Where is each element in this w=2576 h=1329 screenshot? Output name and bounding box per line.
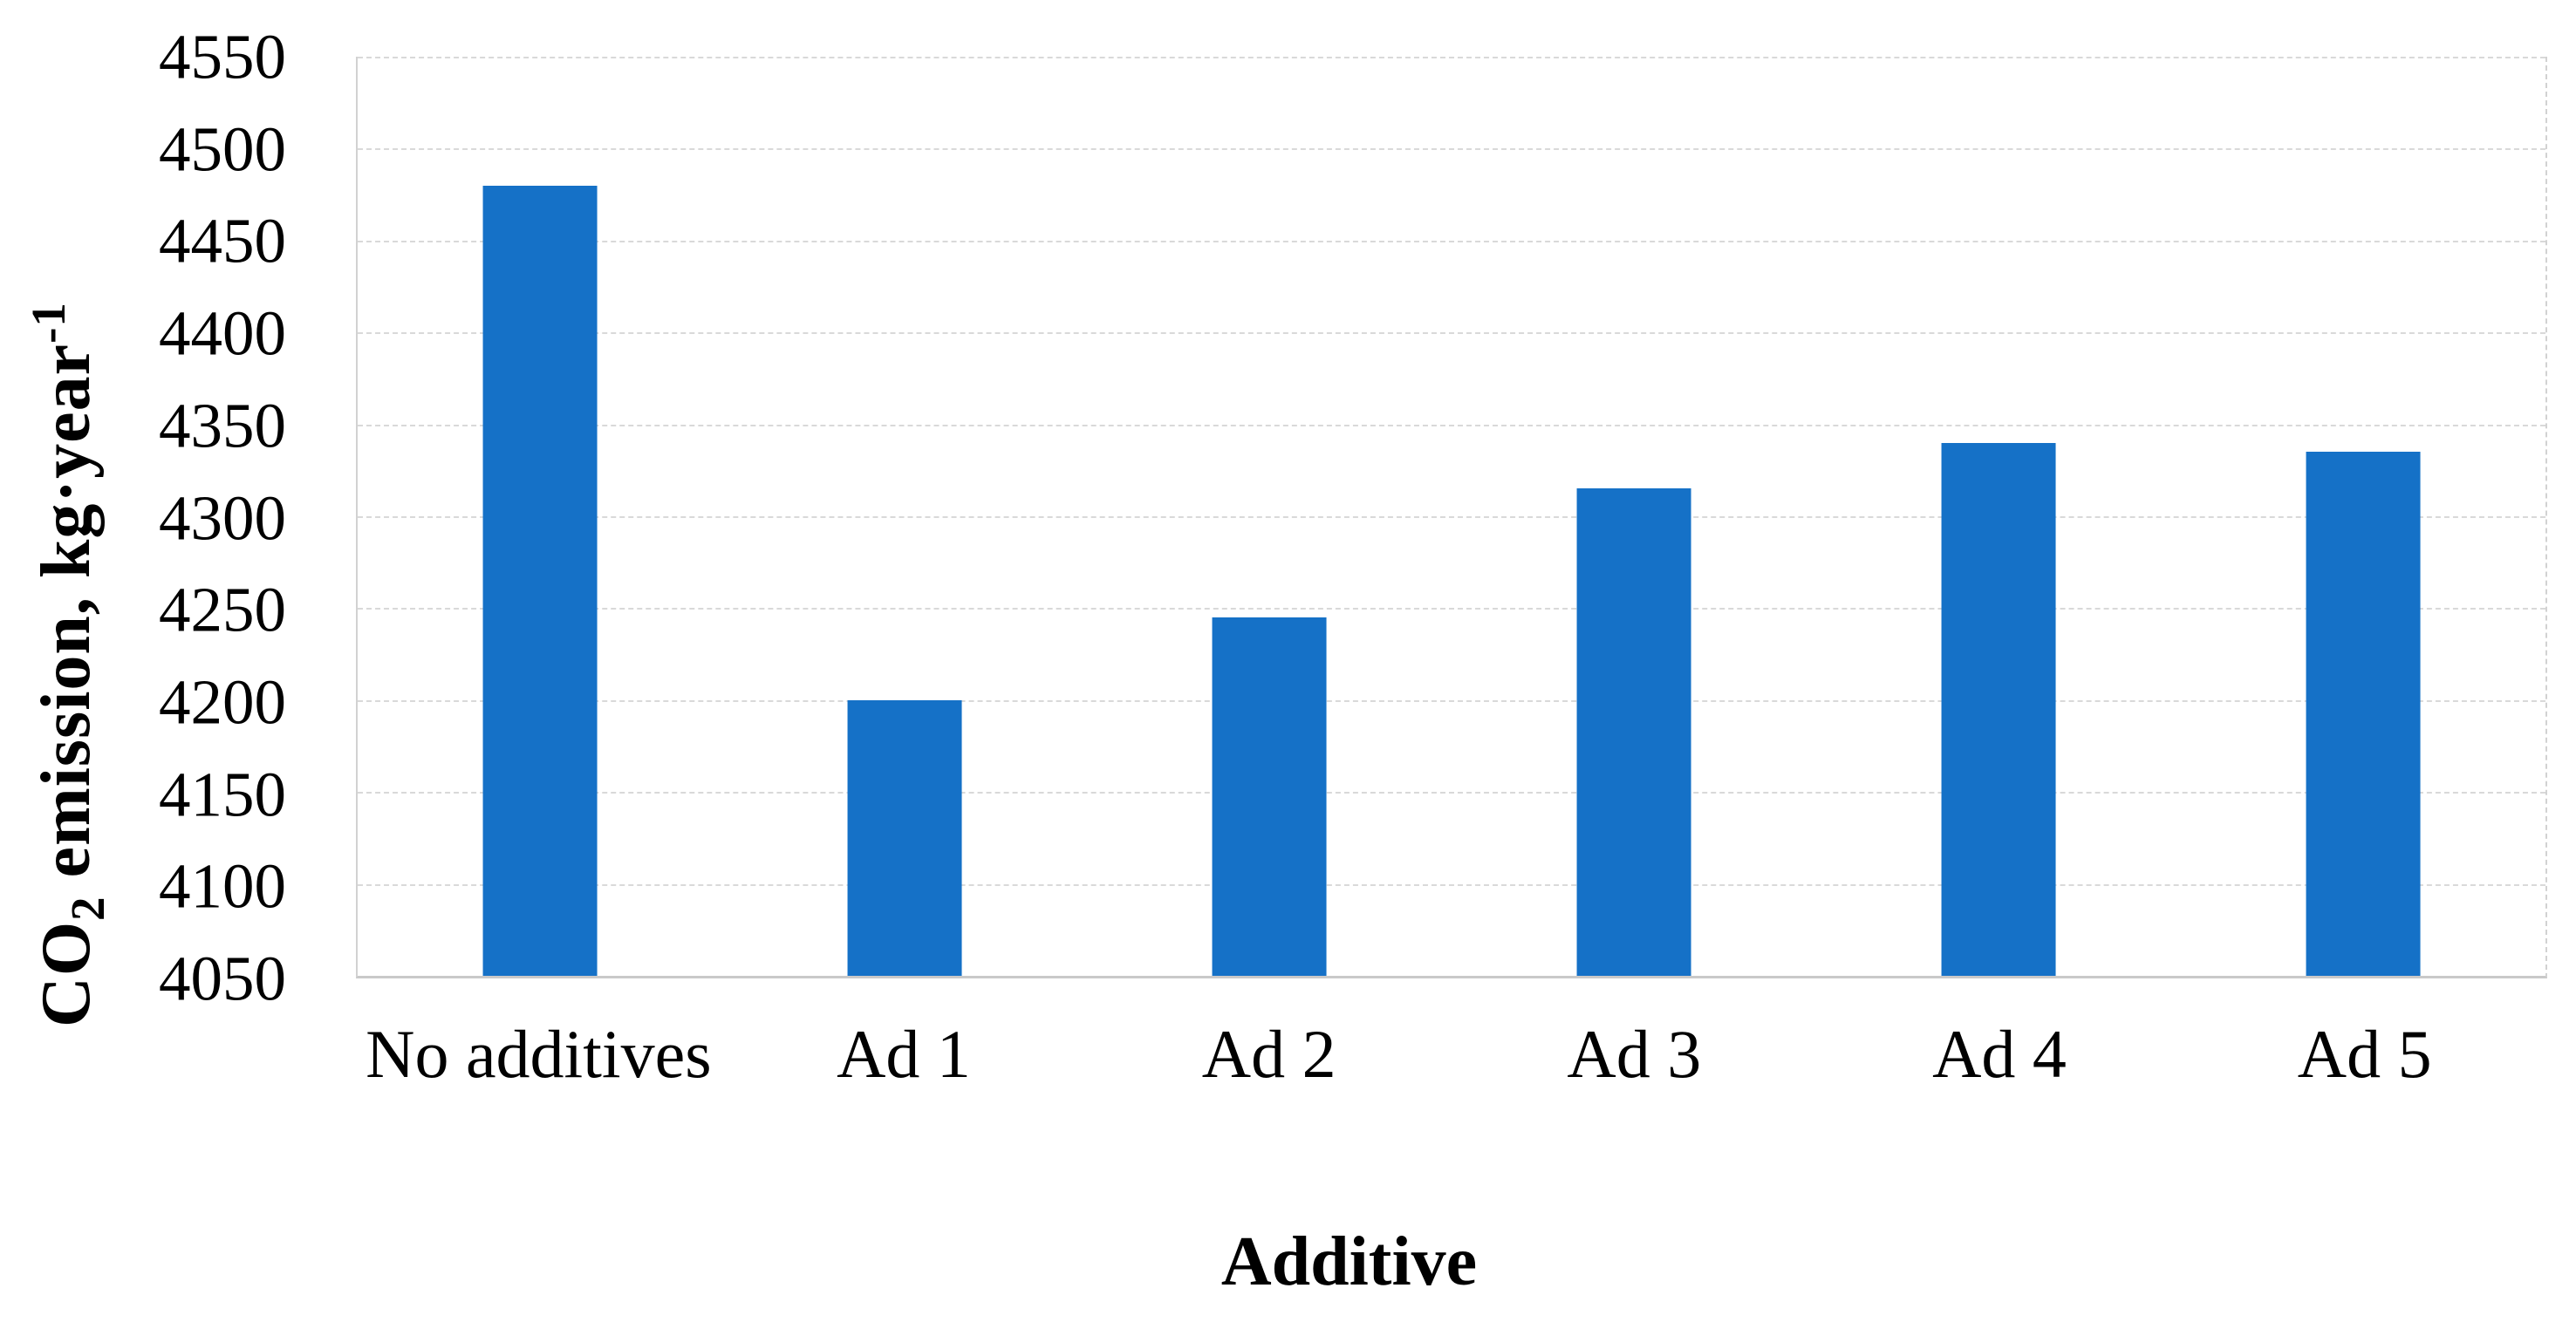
bar <box>1212 617 1327 976</box>
y-tick-label: 4500 <box>159 113 286 185</box>
y-tick-label: 4100 <box>159 850 286 922</box>
x-category-label: No additives <box>366 1016 712 1092</box>
x-axis-title: Additive <box>1220 1223 1478 1300</box>
gridline <box>358 516 2545 518</box>
y-tick-label: 4400 <box>159 297 286 369</box>
gridline <box>358 148 2545 151</box>
y-axis-tick-labels: 4550 4500 4450 4400 4350 4300 4250 4200 4150 4100… <box>0 25 321 1011</box>
x-axis-category-labels: No additives Ad 1 Ad 2 Ad 3 Ad 4 Ad 5 <box>356 1010 2547 1100</box>
gridline <box>358 883 2545 886</box>
y-tick-label: 4050 <box>159 943 286 1014</box>
y-tick-label: 4300 <box>159 482 286 553</box>
x-category-label: Ad 1 <box>837 1016 971 1092</box>
gridline <box>358 424 2545 426</box>
bar <box>1941 442 2056 976</box>
bar <box>2306 452 2421 976</box>
y-tick-label: 4350 <box>159 390 286 461</box>
bar <box>847 699 962 976</box>
y-tick-label: 4200 <box>159 666 286 738</box>
x-category-label: Ad 5 <box>2297 1016 2432 1092</box>
x-category-label: Ad 3 <box>1567 1016 1702 1092</box>
y-tick-label: 4250 <box>159 574 286 645</box>
x-category-label: Ad 4 <box>1932 1016 2067 1092</box>
gridline <box>358 699 2545 702</box>
bar <box>1576 488 1691 976</box>
gridline <box>358 608 2545 610</box>
plot-area <box>356 57 2547 978</box>
gridline <box>358 240 2545 242</box>
y-tick-label: 4550 <box>159 21 286 92</box>
y-tick-label: 4150 <box>159 759 286 830</box>
y-tick-label: 4450 <box>159 205 286 276</box>
gridline <box>358 332 2545 335</box>
x-category-label: Ad 2 <box>1201 1016 1336 1092</box>
gridline <box>358 792 2545 794</box>
gridline <box>358 57 2545 58</box>
bar <box>482 185 598 976</box>
